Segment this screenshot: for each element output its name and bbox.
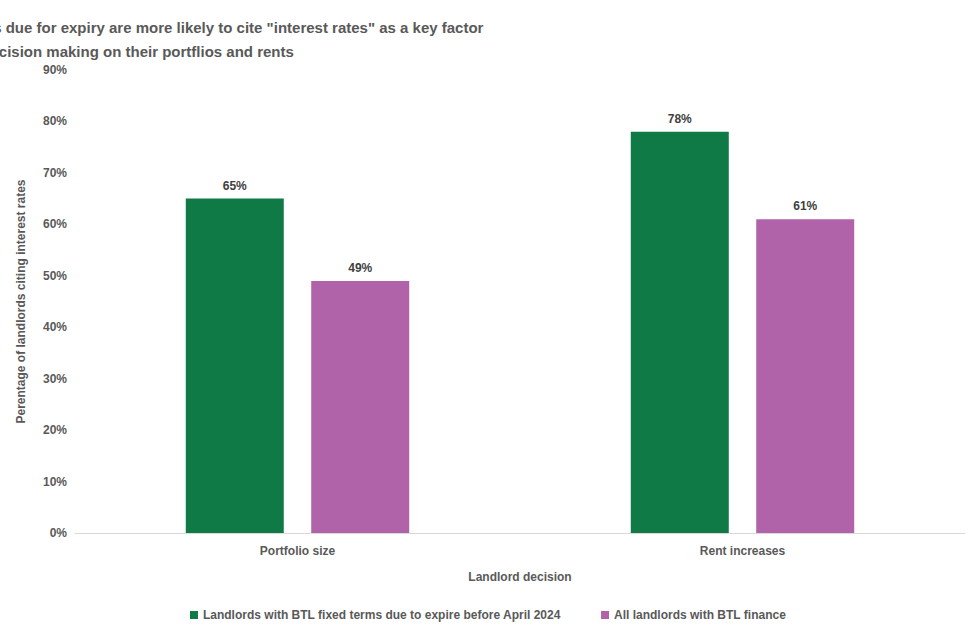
svg-text:49%: 49% xyxy=(348,261,372,275)
svg-text:60%: 60% xyxy=(43,217,67,231)
svg-text:78%: 78% xyxy=(668,112,692,126)
svg-text:in the decision making on thei: in the decision making on their portflio… xyxy=(0,43,294,60)
svg-text:50%: 50% xyxy=(43,269,67,283)
svg-text:65%: 65% xyxy=(223,179,247,193)
svg-text:Portfolio size: Portfolio size xyxy=(260,544,336,558)
svg-text:Rent increases: Rent increases xyxy=(700,544,786,558)
svg-text:Landlords with BTL fixed term: Landlords with BTL fixed term deals due … xyxy=(0,19,488,36)
svg-text:Perentage of landlords citing: Perentage of landlords citing interest r… xyxy=(14,179,28,423)
svg-text:70%: 70% xyxy=(43,166,67,180)
svg-text:Landlords with BTL fixed terms: Landlords with BTL fixed terms due to ex… xyxy=(203,608,561,622)
svg-text:61%: 61% xyxy=(793,199,817,213)
svg-text:40%: 40% xyxy=(43,320,67,334)
svg-text:All landlords with BTL finance: All landlords with BTL finance xyxy=(614,608,786,622)
svg-text:30%: 30% xyxy=(43,372,67,386)
svg-text:80%: 80% xyxy=(43,114,67,128)
svg-text:Landlord decision: Landlord decision xyxy=(468,570,571,584)
svg-text:10%: 10% xyxy=(43,475,67,489)
svg-text:0%: 0% xyxy=(50,526,68,540)
svg-text:20%: 20% xyxy=(43,423,67,437)
svg-text:90%: 90% xyxy=(43,63,67,77)
